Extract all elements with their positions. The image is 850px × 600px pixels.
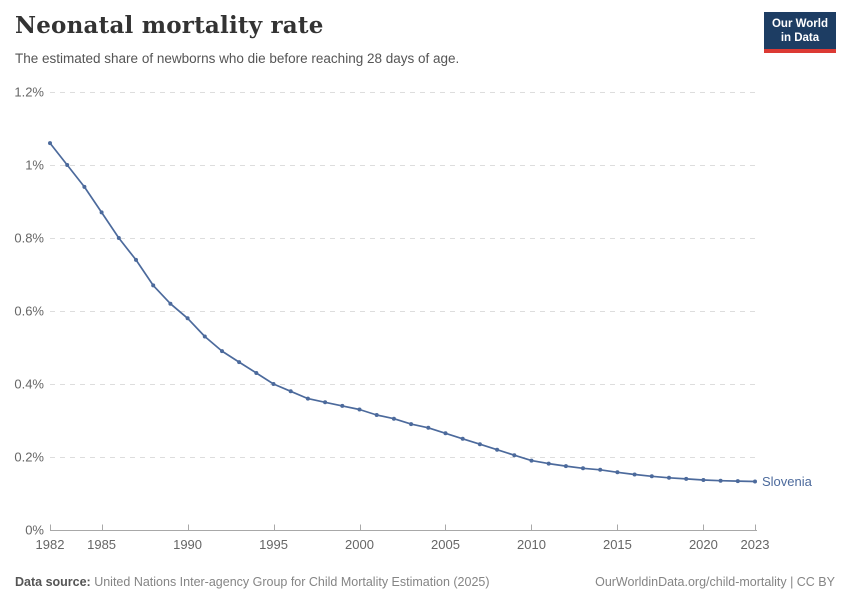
y-axis-tick-label: 1% <box>25 158 44 173</box>
chart-footer: Data source: United Nations Inter-agency… <box>15 575 835 589</box>
data-point[interactable] <box>323 400 328 405</box>
x-axis-tick-label: 2010 <box>517 537 546 552</box>
data-point[interactable] <box>409 422 414 427</box>
y-axis-tick-label: 0% <box>25 523 44 538</box>
owid-logo-line2: in Data <box>780 32 820 44</box>
data-point[interactable] <box>254 371 259 375</box>
data-point[interactable] <box>426 425 431 430</box>
data-point[interactable] <box>460 436 465 441</box>
x-axis-tick-label: 2015 <box>603 537 632 552</box>
chart-title: Neonatal mortality rate <box>15 12 324 39</box>
data-point[interactable] <box>116 236 121 240</box>
x-axis-tick-label: 1990 <box>173 537 202 552</box>
x-axis-tick-label: 2020 <box>689 537 718 552</box>
x-axis-tick-label: 1995 <box>259 537 288 552</box>
y-axis-tick-label: 0.8% <box>14 231 44 246</box>
x-axis-tick-label: 1985 <box>87 537 116 552</box>
data-point[interactable] <box>82 184 87 189</box>
data-point[interactable] <box>512 453 517 458</box>
data-point[interactable] <box>271 382 276 386</box>
data-point[interactable] <box>495 447 500 452</box>
data-point[interactable] <box>340 403 345 408</box>
data-point[interactable] <box>529 458 534 463</box>
x-axis-tick-label: 2023 <box>741 537 770 552</box>
series-end-label[interactable]: Slovenia <box>762 474 813 489</box>
data-point[interactable] <box>753 479 757 484</box>
series-line-slovenia <box>49 142 756 483</box>
data-point[interactable] <box>615 470 620 475</box>
data-source-text: United Nations Inter-agency Group for Ch… <box>90 575 490 589</box>
data-point[interactable] <box>237 360 242 365</box>
owid-logo-line1: Our World <box>771 18 828 30</box>
owid-logo[interactable]: Our World in Data <box>763 12 836 53</box>
data-point[interactable] <box>151 283 156 288</box>
data-point[interactable] <box>443 431 448 436</box>
data-point[interactable] <box>581 466 585 471</box>
data-point[interactable] <box>99 210 104 215</box>
data-point[interactable] <box>667 475 671 480</box>
data-point[interactable] <box>563 464 568 469</box>
y-axis-tick-label: 0.2% <box>14 450 44 465</box>
y-axis-tick-label: 0.4% <box>14 377 44 392</box>
data-point[interactable] <box>391 416 396 421</box>
x-axis-tick-label: 2000 <box>345 537 374 552</box>
data-source-note: Data source: United Nations Inter-agency… <box>15 575 490 589</box>
data-point[interactable] <box>684 476 689 481</box>
chart-subtitle: The estimated share of newborns who die … <box>15 51 460 66</box>
y-axis-tick-label: 1.2% <box>14 85 44 100</box>
data-point[interactable] <box>598 467 603 472</box>
data-point[interactable] <box>202 334 207 339</box>
data-point[interactable] <box>65 163 70 167</box>
data-point[interactable] <box>185 316 190 321</box>
data-point[interactable] <box>374 413 379 417</box>
data-point[interactable] <box>48 141 52 146</box>
data-source-label: Data source: <box>15 575 91 589</box>
data-point[interactable] <box>718 478 723 483</box>
data-point[interactable] <box>735 479 740 484</box>
data-point[interactable] <box>357 407 362 412</box>
data-point[interactable] <box>305 396 310 401</box>
data-point[interactable] <box>546 461 551 466</box>
data-point[interactable] <box>134 257 138 262</box>
y-axis-tick-label: 0.6% <box>14 304 44 319</box>
data-point[interactable] <box>288 389 293 394</box>
x-axis-tick-label: 1982 <box>36 537 65 552</box>
data-point[interactable] <box>701 478 706 482</box>
x-axis-tick-label: 2005 <box>431 537 460 552</box>
credit-line: OurWorldinData.org/child-mortality | CC … <box>595 575 835 589</box>
data-point[interactable] <box>632 472 637 477</box>
data-point[interactable] <box>168 301 173 306</box>
data-point[interactable] <box>220 349 224 354</box>
data-point[interactable] <box>477 442 482 447</box>
data-point[interactable] <box>649 474 654 479</box>
